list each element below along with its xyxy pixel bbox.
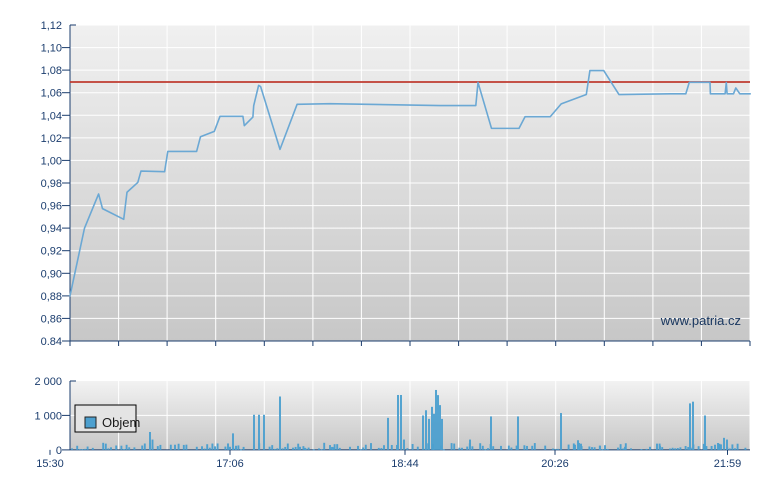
svg-text:21:59: 21:59 [714,458,742,470]
svg-text:0: 0 [56,445,62,457]
svg-text:15:30: 15:30 [36,458,64,470]
svg-text:Objem: Objem [102,415,140,430]
svg-text:1,12: 1,12 [41,20,62,32]
svg-text:1 000: 1 000 [34,410,62,422]
svg-text:17:06: 17:06 [216,458,244,470]
svg-text:www.patria.cz: www.patria.cz [660,313,741,328]
svg-text:0,98: 0,98 [41,178,62,190]
svg-text:20:26: 20:26 [541,458,569,470]
svg-text:1,04: 1,04 [41,110,62,122]
svg-text:1,00: 1,00 [41,155,62,167]
svg-text:0,90: 0,90 [41,268,62,280]
svg-text:0.84: 0.84 [41,336,62,348]
svg-text:0,88: 0,88 [41,291,62,303]
svg-text:2 000: 2 000 [34,376,62,388]
svg-text:0,92: 0,92 [41,246,62,258]
svg-text:0,86: 0,86 [41,313,62,325]
svg-text:0,96: 0,96 [41,201,62,213]
svg-text:1,08: 1,08 [41,65,62,77]
svg-text:18:44: 18:44 [391,458,419,470]
svg-text:1,10: 1,10 [41,43,62,55]
svg-text:1,02: 1,02 [41,133,62,145]
svg-text:0,94: 0,94 [41,223,62,235]
svg-text:1,06: 1,06 [41,88,62,100]
